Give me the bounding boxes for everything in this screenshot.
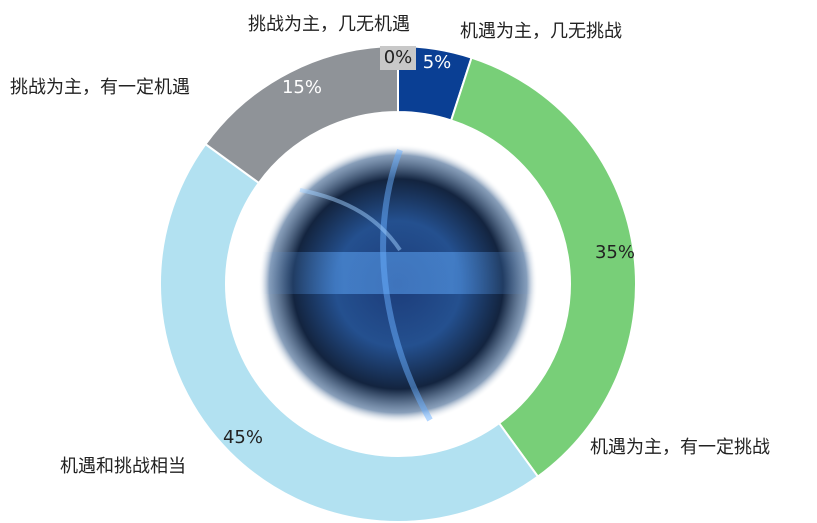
value-label: 5%: [423, 52, 452, 73]
category-label: 机遇为主，有一定挑战: [590, 437, 770, 458]
category-label: 挑战为主，有一定机遇: [10, 77, 190, 98]
center-image: [258, 144, 538, 424]
donut-slice: [159, 142, 540, 523]
value-label: 0%: [384, 47, 413, 68]
donut-slice: [449, 56, 637, 478]
label-background: [380, 46, 416, 70]
value-label: 35%: [595, 242, 635, 263]
category-label: 挑战为主，几无机遇: [248, 14, 410, 35]
value-label: 45%: [223, 427, 263, 448]
category-label: 机遇和挑战相当: [60, 456, 186, 477]
category-label: 机遇为主，几无挑战: [460, 21, 622, 42]
value-label: 15%: [282, 77, 322, 98]
